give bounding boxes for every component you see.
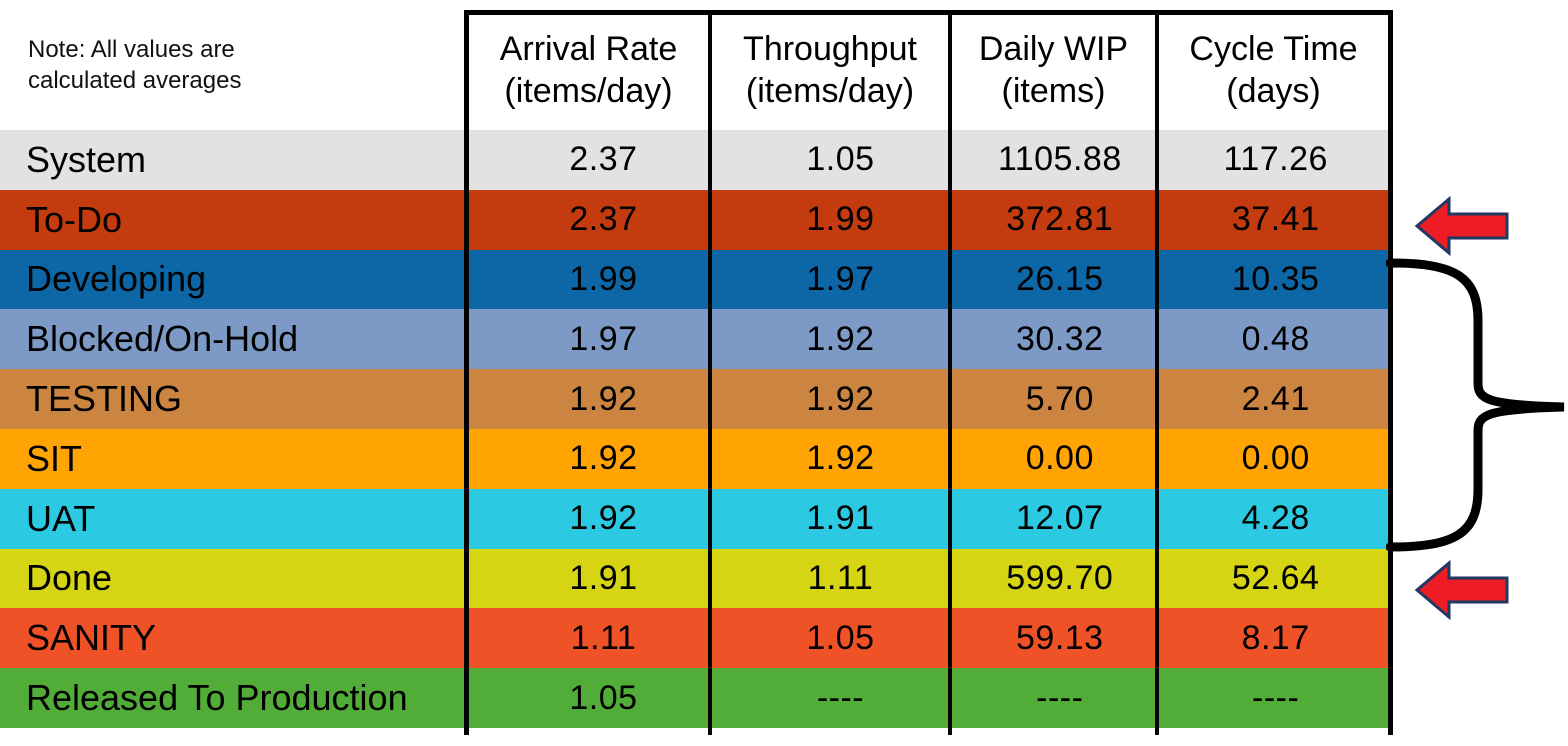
note-line-1: Note: All values are: [28, 36, 235, 63]
stage-cell: SANITY: [26, 617, 157, 659]
red-arrow-icon-done: [1414, 560, 1509, 620]
header-cycle-time: Cycle Time (days): [1157, 10, 1390, 130]
throughput-cell: 1.99: [806, 200, 875, 239]
stage-cell: SIT: [26, 437, 83, 479]
stage-cell: System: [26, 138, 147, 180]
daily-wip-cell: 30.32: [1016, 319, 1104, 358]
throughput-cell: 1.92: [806, 439, 875, 478]
table-row-sanity: SANITY 1.11 1.05 59.13 8.17: [0, 608, 1390, 669]
cycle-time-cell: 4.28: [1241, 499, 1310, 538]
header-label: Daily WIP: [978, 30, 1129, 68]
brace-shape: [1386, 258, 1565, 552]
header-label: Throughput: [743, 30, 917, 68]
header-daily-wip: Daily WIP (items): [950, 10, 1157, 130]
column-divider: [948, 10, 952, 735]
table-row-done: Done 1.91 1.11 599.70 52.64: [0, 548, 1390, 609]
arrow-shape: [1414, 196, 1509, 256]
cycle-time-cell: 37.41: [1231, 200, 1320, 239]
table-row-testing: TESTING 1.92 1.92 5.70 2.41: [0, 369, 1390, 429]
arrival-rate-cell: 1.05: [569, 678, 638, 717]
arrow-shape: [1414, 560, 1509, 620]
cycle-time-cell: 10.35: [1231, 259, 1320, 298]
header-spacer: [0, 10, 467, 130]
header-unit: (items/day): [504, 72, 673, 110]
column-divider: [1155, 10, 1159, 735]
curly-brace-icon: [1386, 258, 1565, 552]
stage-cell: Done: [26, 557, 113, 599]
throughput-cell: ----: [816, 678, 865, 717]
cycle-time-cell: 117.26: [1223, 140, 1328, 179]
cycle-time-cell: 2.41: [1241, 379, 1310, 418]
header-unit: (days): [1226, 72, 1321, 110]
throughput-cell: 1.92: [806, 379, 875, 418]
arrival-rate-cell: 1.11: [570, 618, 637, 657]
header-arrival-rate: Arrival Rate (items/day): [467, 10, 710, 130]
daily-wip-cell: 372.81: [1006, 200, 1114, 239]
table-row-system: System 2.37 1.05 1105.88 117.26: [0, 130, 1390, 190]
daily-wip-cell: ----: [1036, 678, 1084, 717]
header-label: Arrival Rate: [499, 30, 678, 68]
throughput-cell: 1.05: [806, 618, 875, 657]
table-row-sit: SIT 1.92 1.92 0.00 0.00: [0, 428, 1390, 489]
red-arrow-icon-todo: [1414, 196, 1509, 256]
stage-cell: Released To Production: [26, 677, 408, 719]
table-row-released: Released To Production 1.05 ---- ---- --…: [0, 668, 1390, 728]
header-label: Cycle Time: [1189, 30, 1358, 68]
daily-wip-cell: 5.70: [1025, 379, 1094, 418]
cycle-time-cell: ----: [1252, 678, 1300, 717]
arrival-rate-cell: 2.37: [569, 200, 638, 239]
table-row-blocked: Blocked/On-Hold 1.97 1.92 30.32 0.48: [0, 309, 1390, 370]
column-divider: [708, 10, 712, 735]
daily-wip-cell: 599.70: [1006, 558, 1114, 597]
table-row-todo: To-Do 2.37 1.99 372.81 37.41: [0, 189, 1390, 250]
arrival-rate-cell: 1.92: [569, 379, 638, 418]
arrival-rate-cell: 1.92: [569, 439, 638, 478]
metrics-table: Arrival Rate (items/day) Throughput (ite…: [0, 10, 1390, 728]
throughput-cell: 1.05: [806, 140, 875, 179]
stage-cell: Developing: [26, 258, 207, 300]
throughput-cell: 1.11: [807, 558, 874, 597]
arrival-rate-cell: 1.97: [569, 319, 638, 358]
table-row-developing: Developing 1.99 1.97 26.15 10.35: [0, 249, 1390, 310]
cycle-time-cell: 52.64: [1231, 558, 1320, 597]
throughput-cell: 1.97: [806, 259, 875, 298]
table-row-uat: UAT 1.92 1.91 12.07 4.28: [0, 488, 1390, 549]
daily-wip-cell: 1105.88: [997, 140, 1122, 179]
daily-wip-cell: 0.00: [1025, 439, 1094, 478]
stage-cell: Blocked/On-Hold: [26, 318, 299, 360]
cycle-time-cell: 0.48: [1241, 319, 1310, 358]
header-unit: (items): [1001, 72, 1106, 110]
stage-cell: TESTING: [26, 378, 183, 420]
arrival-rate-cell: 1.99: [569, 259, 638, 298]
stage-cell: To-Do: [26, 198, 123, 240]
throughput-cell: 1.91: [806, 499, 875, 538]
daily-wip-cell: 26.15: [1016, 259, 1104, 298]
arrival-rate-cell: 1.91: [569, 558, 638, 597]
daily-wip-cell: 59.13: [1016, 618, 1104, 657]
cycle-time-cell: 8.17: [1241, 618, 1310, 657]
stage-cell: UAT: [26, 497, 96, 539]
arrival-rate-cell: 2.37: [569, 140, 638, 179]
header-row: Arrival Rate (items/day) Throughput (ite…: [0, 10, 1390, 130]
cycle-time-cell: 0.00: [1241, 439, 1310, 478]
header-throughput: Throughput (items/day): [710, 10, 950, 130]
throughput-cell: 1.92: [806, 319, 875, 358]
daily-wip-cell: 12.07: [1016, 499, 1104, 538]
header-unit: (items/day): [745, 72, 915, 110]
table-top-border: [464, 10, 1393, 15]
note-text: Note: All values are calculated averages: [28, 34, 241, 96]
note-line-2: calculated averages: [28, 67, 242, 94]
table-border-left: [464, 10, 469, 735]
table-border-right: [1388, 10, 1393, 735]
arrival-rate-cell: 1.92: [569, 499, 638, 538]
